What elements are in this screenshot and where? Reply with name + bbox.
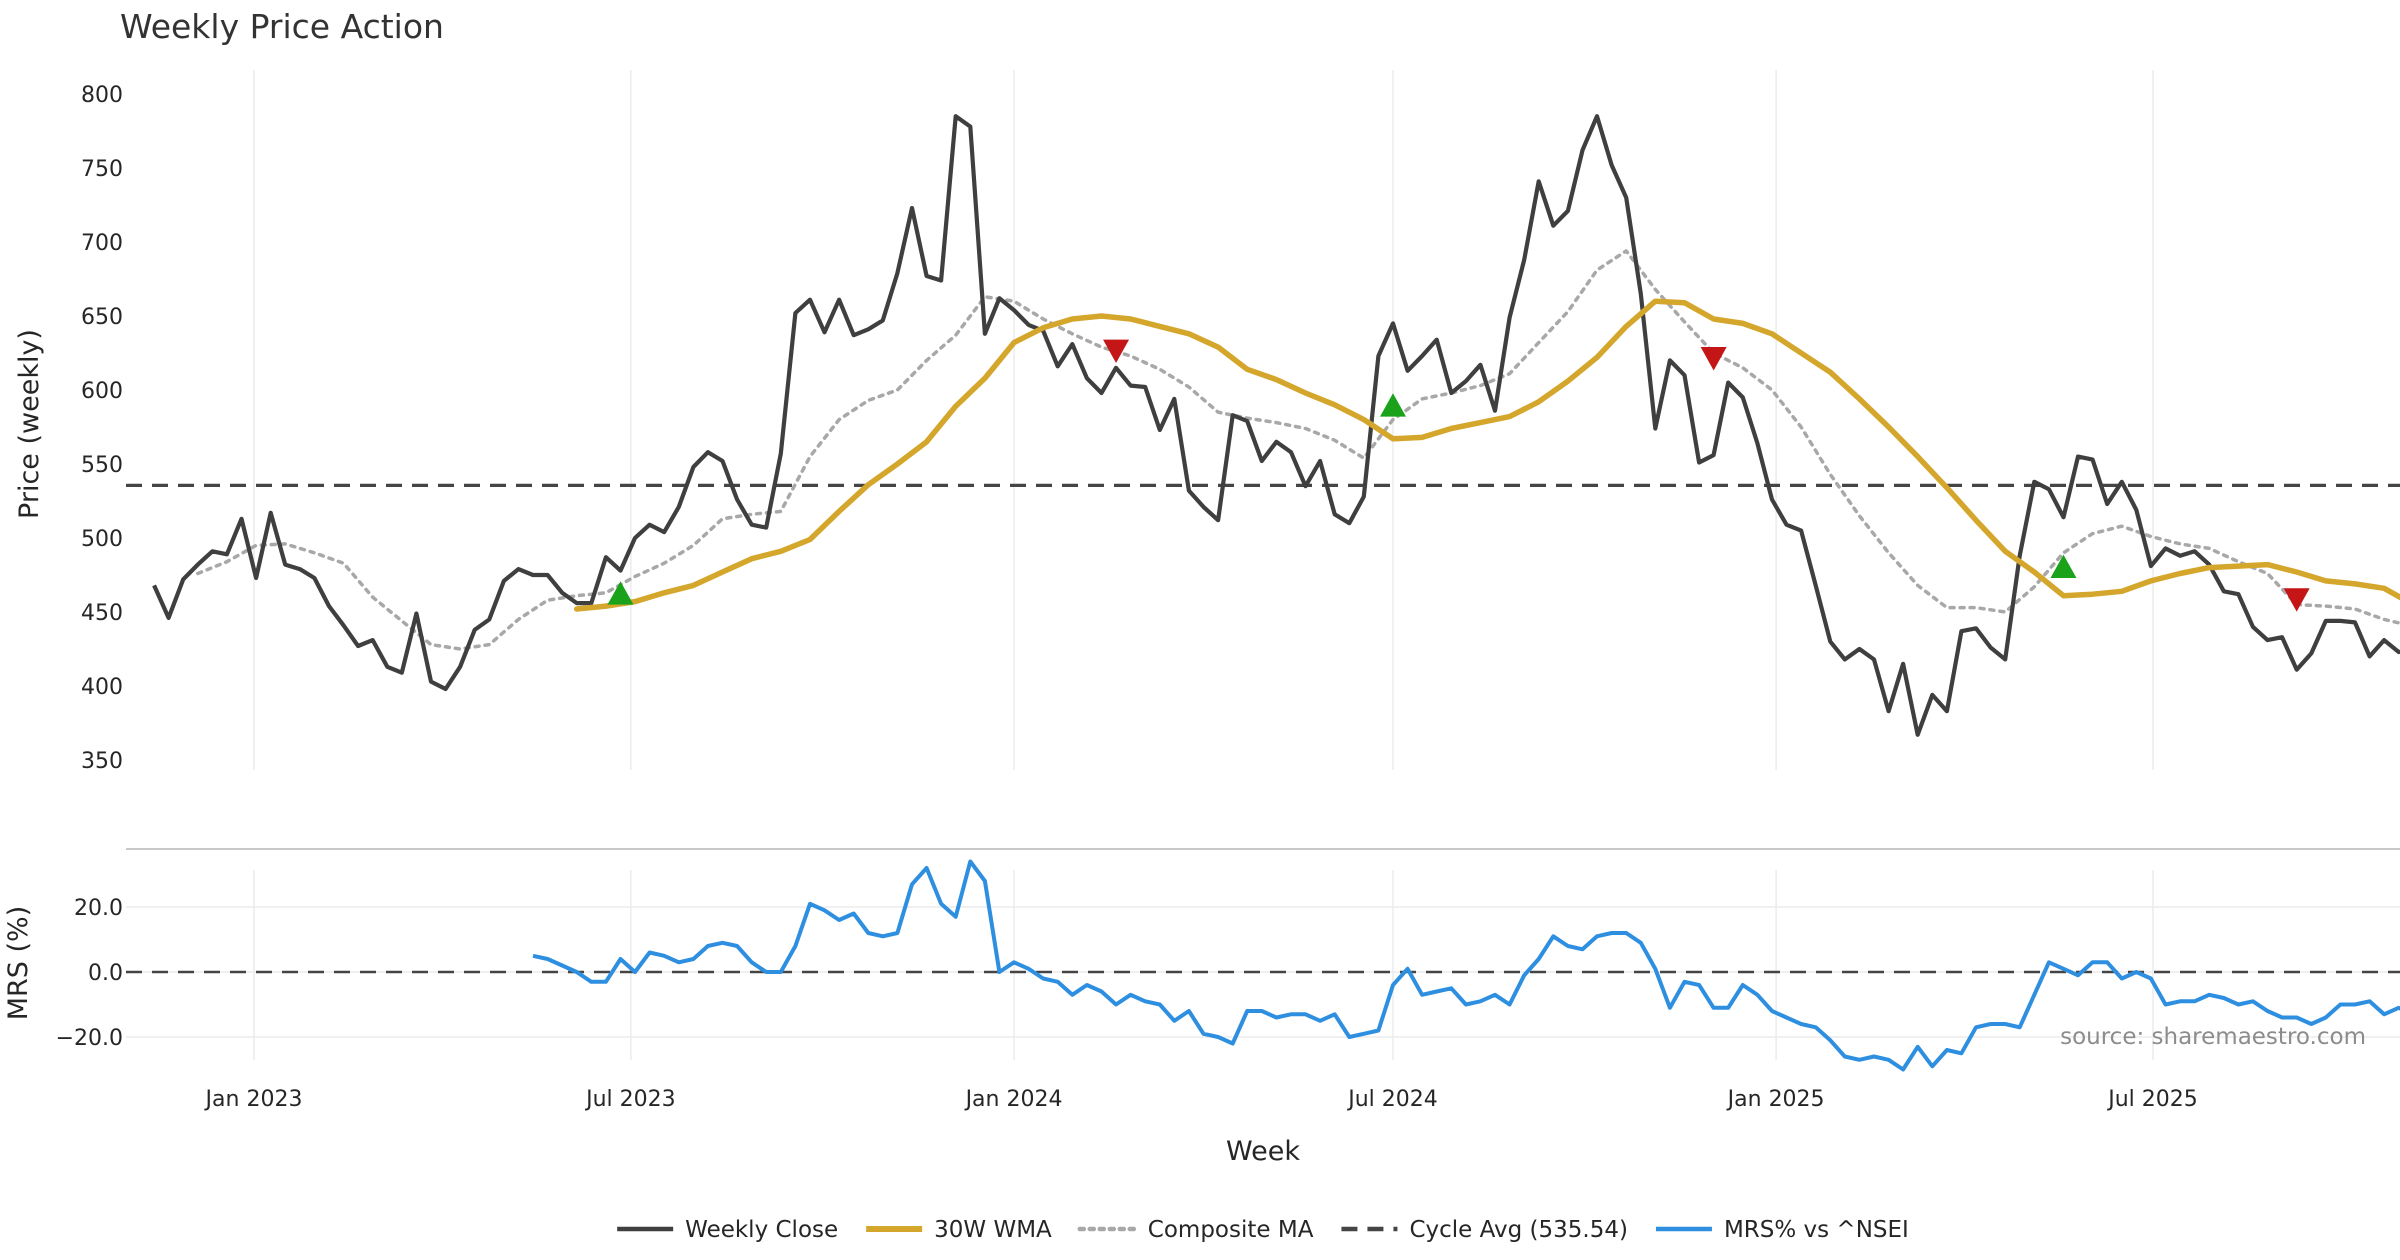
source-credit: source: sharemaestro.com bbox=[2060, 1024, 2366, 1050]
legend-item-cycle: Cycle Avg (535.54) bbox=[1341, 1217, 1628, 1243]
legend-item-mrs: MRS% vs ^NSEI bbox=[1655, 1217, 1909, 1243]
mrs-panel: 20.0 0.0 −20.0 MRS (%) bbox=[3, 859, 2400, 1072]
buy-signal-up-triangle bbox=[2050, 554, 2077, 578]
x-tick-label: Jul 2025 bbox=[2106, 1087, 2198, 1112]
price-y-tick-label: 400 bbox=[81, 675, 123, 700]
mrs-y-tick-label: −20.0 bbox=[56, 1026, 123, 1051]
weekly-close-line bbox=[152, 114, 2400, 737]
legend: Weekly Close 30W WMA Composite MA Cycle Avg… bbox=[617, 1217, 1909, 1243]
legend-label-cycle: Cycle Avg (535.54) bbox=[1409, 1217, 1628, 1243]
x-axis-title: Week bbox=[1226, 1136, 1300, 1167]
x-tick-label: Jan 2023 bbox=[204, 1087, 303, 1112]
composite-ma-line bbox=[196, 249, 2400, 651]
mrs-y-axis-title: MRS (%) bbox=[3, 906, 34, 1021]
price-y-tick-label: 750 bbox=[81, 157, 123, 182]
legend-label-composite: Composite MA bbox=[1148, 1217, 1314, 1243]
legend-label-mrs: MRS% vs ^NSEI bbox=[1724, 1217, 1909, 1243]
price-panel: 350 400 450 500 550 600 650 700 750 800 Price (wee… bbox=[14, 70, 2400, 774]
x-axis: Jan 2023 Jul 2023 Jan 2024 Jul 2024 Jan 2025… bbox=[204, 1087, 2198, 1112]
sell-signal-down-triangle bbox=[1103, 339, 1130, 364]
legend-label-wma: 30W WMA bbox=[934, 1217, 1052, 1243]
price-y-tick-label: 650 bbox=[81, 305, 123, 330]
buy-signal-up-triangle bbox=[607, 581, 634, 605]
sell-signal-down-triangle bbox=[1700, 347, 1727, 371]
x-tick-label: Jul 2024 bbox=[1346, 1087, 1438, 1112]
price-y-tick-label: 350 bbox=[81, 749, 123, 774]
price-y-tick-label: 500 bbox=[81, 527, 123, 552]
legend-item-wma: 30W WMA bbox=[866, 1217, 1052, 1243]
x-tick-label: Jan 2025 bbox=[1726, 1087, 1825, 1112]
sell-signal-down-triangle bbox=[2283, 588, 2310, 612]
price-y-tick-label: 450 bbox=[81, 601, 123, 626]
x-tick-label: Jul 2023 bbox=[584, 1087, 676, 1112]
price-y-tick-label: 700 bbox=[81, 231, 123, 256]
price-y-tick-label: 800 bbox=[81, 83, 123, 108]
buy-signal-up-triangle bbox=[1379, 393, 1406, 417]
price-y-tick-label: 550 bbox=[81, 453, 123, 478]
wma-30w-line bbox=[573, 298, 2400, 612]
x-tick-label: Jan 2024 bbox=[964, 1087, 1063, 1112]
price-y-tick-label: 600 bbox=[81, 379, 123, 404]
legend-label-close: Weekly Close bbox=[685, 1217, 838, 1243]
legend-item-close: Weekly Close bbox=[617, 1217, 838, 1243]
legend-item-composite: Composite MA bbox=[1077, 1217, 1314, 1243]
price-y-axis-title: Price (weekly) bbox=[14, 329, 45, 519]
mrs-y-tick-label: 20.0 bbox=[74, 896, 123, 921]
chart-title: Weekly Price Action bbox=[120, 7, 444, 46]
mrs-line bbox=[532, 859, 2400, 1072]
mrs-y-tick-label: 0.0 bbox=[88, 961, 123, 986]
